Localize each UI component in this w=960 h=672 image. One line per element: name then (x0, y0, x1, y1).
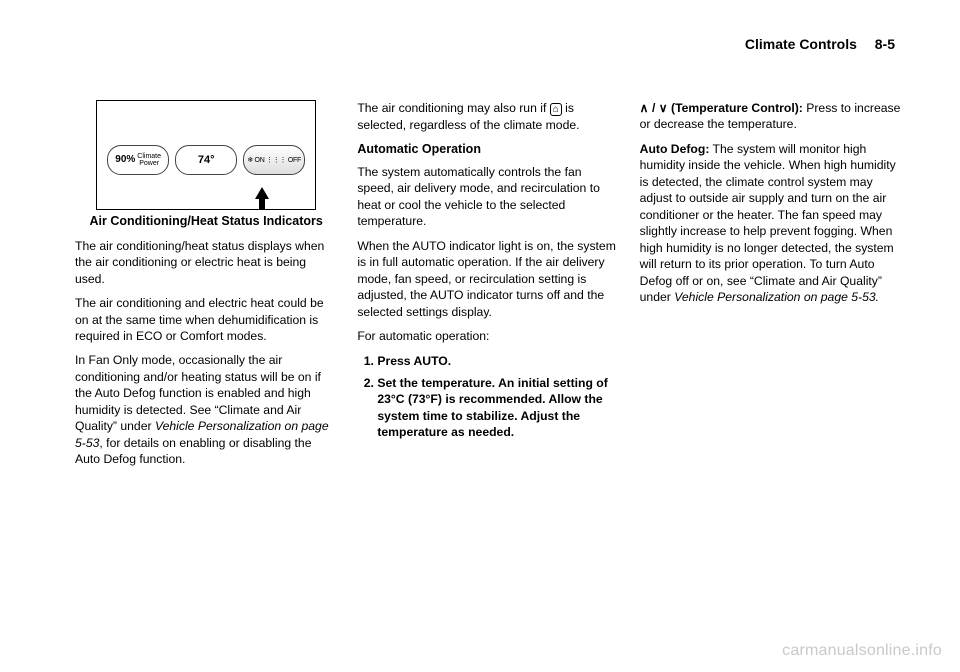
figure-caption: Air Conditioning/Heat Status Indicators (75, 214, 337, 230)
climate-power-label: ClimatePower (137, 153, 161, 167)
temp-control-para: ∧ / ∨ (Temperature Control): Press to in… (640, 100, 902, 133)
chapter-title: Climate Controls (745, 36, 857, 52)
col2-p3: When the AUTO indicator light is on, the… (357, 238, 619, 320)
temp-control-label: (Temperature Control): (668, 101, 803, 115)
col2-p1a: The air conditioning may also run if (357, 101, 549, 115)
auto-operation-heading: Automatic Operation (357, 141, 619, 158)
step-1: Press AUTO. (377, 353, 619, 369)
temp-indicator: 74° (175, 145, 237, 175)
climate-power-pct: 90% (115, 155, 135, 165)
page-number: 8-5 (875, 36, 895, 52)
climate-power-indicator: 90% ClimatePower (107, 145, 169, 175)
step-2: Set the temperature. An initial setting … (377, 375, 619, 441)
auto-defog-para: Auto Defog: The system will monitor high… (640, 141, 902, 306)
column-3: ∧ / ∨ (Temperature Control): Press to in… (640, 100, 902, 476)
page: Climate Controls 8-5 90% ClimatePower 74… (0, 0, 960, 672)
auto-defog-label: Auto Defog: (640, 142, 710, 156)
column-1: 90% ClimatePower 74° ❄ ON ⋮⋮⋮ OFF Air Co… (75, 100, 337, 476)
auto-defog-ref: Vehicle Personalization on page 5-53. (674, 290, 879, 304)
status-figure: 90% ClimatePower 74° ❄ ON ⋮⋮⋮ OFF (96, 100, 316, 210)
page-header: Climate Controls 8-5 (745, 36, 895, 52)
column-2: The air conditioning may also run if ⌂ i… (357, 100, 619, 476)
content-columns: 90% ClimatePower 74° ❄ ON ⋮⋮⋮ OFF Air Co… (75, 100, 902, 476)
col1-p3c: , for details on enabling or disabling t… (75, 436, 311, 466)
defrost-icon: ⌂ (550, 103, 562, 116)
watermark: carmanualsonline.info (782, 642, 942, 660)
col2-p2: The system automatically controls the fa… (357, 164, 619, 230)
col2-p1: The air conditioning may also run if ⌂ i… (357, 100, 619, 133)
col1-p3: In Fan Only mode, occasionally the air c… (75, 352, 337, 467)
temp-control-glyph: ∧ / ∨ (640, 101, 668, 115)
col1-p1: The air conditioning/heat status display… (75, 238, 337, 287)
col2-p4: For automatic operation: (357, 328, 619, 344)
onoff-indicator: ❄ ON ⋮⋮⋮ OFF (243, 145, 305, 175)
col1-p2: The air conditioning and electric heat c… (75, 295, 337, 344)
arrow-up-icon (255, 187, 269, 199)
auto-defog-body: The system will monitor high humidity in… (640, 142, 896, 304)
auto-steps: Press AUTO. Set the temperature. An init… (357, 353, 619, 441)
